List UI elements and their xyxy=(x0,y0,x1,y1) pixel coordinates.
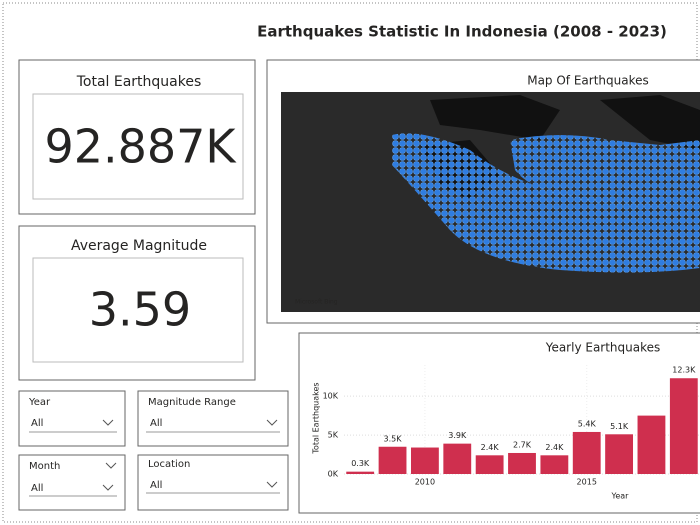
earthquake-points xyxy=(510,135,700,207)
card-frame xyxy=(32,93,244,200)
dropdown-chevron[interactable] xyxy=(102,484,114,491)
slicer[interactable]: Year All xyxy=(18,390,126,447)
slicer-label: Location xyxy=(148,459,190,470)
bar xyxy=(605,434,634,474)
dashboard-title: Earthquakes Statistic In Indonesia (2008… xyxy=(257,23,667,41)
x-tick-label: 2015 xyxy=(577,478,597,487)
slicer-box xyxy=(18,390,126,447)
card-label: Total Earthquakes xyxy=(76,74,202,90)
slicer-selection[interactable]: All xyxy=(31,418,43,429)
y-tick-label: 5K xyxy=(328,431,339,440)
data-label: 2.7K xyxy=(513,440,532,449)
dropdown-chevron[interactable] xyxy=(266,481,278,488)
data-label: 12.3K xyxy=(672,366,696,375)
data-label: 2.4K xyxy=(545,443,564,452)
dropdown-chevron[interactable] xyxy=(102,419,114,426)
data-label: 2.4K xyxy=(481,443,500,452)
data-label: 0.3K xyxy=(351,459,370,468)
slicer-box xyxy=(137,390,289,447)
bar xyxy=(410,447,439,474)
slicer-label: Magnitude Range xyxy=(148,397,236,408)
slicer-box xyxy=(137,454,289,511)
slicer[interactable]: Month All xyxy=(18,454,126,511)
bar xyxy=(443,443,472,474)
bar xyxy=(572,431,601,474)
bar xyxy=(637,415,666,474)
dropdown-chevron[interactable] xyxy=(105,462,117,469)
bar xyxy=(475,455,504,474)
slicer-selection[interactable]: All xyxy=(31,483,43,494)
slicer-label: Month xyxy=(29,461,60,472)
map-title: Map Of Earthquakes xyxy=(527,74,649,88)
card-value: 3.59 xyxy=(89,283,191,337)
data-label: 3.5K xyxy=(384,434,403,443)
x-tick-label: 2010 xyxy=(415,478,435,487)
earthquake-points xyxy=(392,133,700,273)
x-axis-title: Year xyxy=(611,492,630,501)
y-axis-title: Total Earthquakes xyxy=(312,382,321,454)
dropdown-chevron[interactable] xyxy=(266,419,278,426)
data-label: 3.9K xyxy=(448,431,467,440)
bar xyxy=(540,455,569,474)
slicer-selection[interactable]: All xyxy=(150,480,162,491)
data-label: 5.1K xyxy=(610,422,629,431)
slicer[interactable]: Magnitude Range All xyxy=(137,390,289,447)
data-label: 5.4K xyxy=(578,419,597,428)
chart-visual xyxy=(298,332,700,514)
slicer-selection[interactable]: All xyxy=(150,418,162,429)
bar xyxy=(669,378,698,474)
slicer-label: Year xyxy=(28,397,51,408)
bar xyxy=(508,452,536,474)
card-value: 92.887K xyxy=(44,120,237,174)
card-frame xyxy=(32,257,244,363)
bar xyxy=(346,471,375,474)
bar xyxy=(378,446,407,474)
y-tick-label: 0K xyxy=(328,470,339,479)
map[interactable]: Microsoft Bing xyxy=(281,92,700,312)
card-label: Average Magnitude xyxy=(71,238,207,254)
chart-title: Yearly Earthquakes xyxy=(545,341,661,355)
slicer[interactable]: Location All xyxy=(137,454,289,511)
y-tick-label: 10K xyxy=(323,392,339,401)
map-attribution: Microsoft Bing xyxy=(295,299,338,306)
